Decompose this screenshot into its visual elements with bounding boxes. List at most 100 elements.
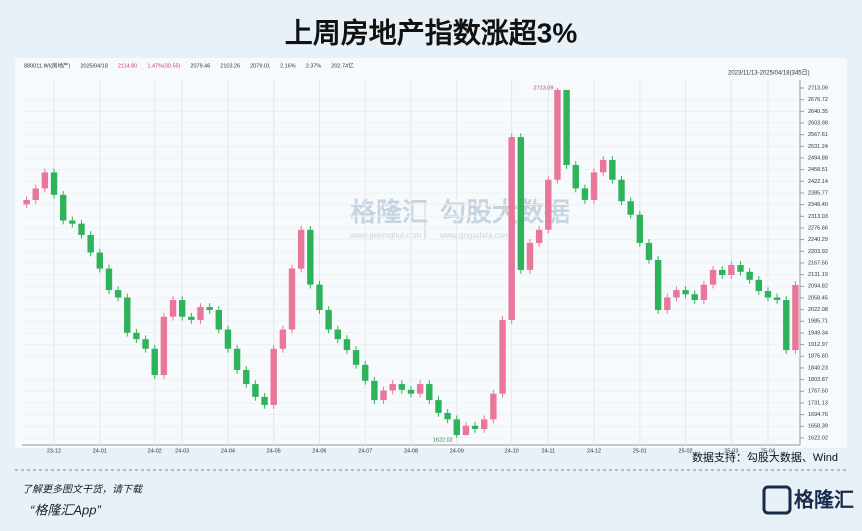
candle-body: [499, 319, 506, 394]
x-tick-label: 24-02: [148, 448, 162, 454]
info-item: 2.37%: [306, 63, 322, 69]
candle-body: [50, 172, 58, 195]
candle-body: [426, 384, 433, 401]
candle-body: [23, 199, 30, 205]
y-tick-label: 2676.72: [808, 97, 828, 103]
candle-body: [215, 309, 222, 330]
candle-body: [398, 384, 406, 390]
candle-body: [746, 271, 753, 280]
candle-body: [114, 290, 122, 298]
x-tick-label: 24-12: [587, 448, 601, 454]
candle-body: [288, 268, 296, 330]
candle-body: [645, 242, 653, 260]
candle-body: [490, 393, 497, 420]
candle-body: [224, 329, 232, 349]
x-tick-label: 25-04: [761, 448, 775, 454]
x-tick-label: 24-03: [175, 448, 189, 454]
candle-body: [41, 172, 49, 189]
x-tick-label: 24-07: [358, 448, 372, 454]
y-tick-label: 1622.02: [808, 435, 828, 441]
y-tick-label: 1658.39: [808, 424, 828, 430]
candle-body: [160, 316, 168, 376]
y-tick-label: 2713.09: [808, 85, 828, 91]
candle-body: [133, 332, 140, 340]
logo-icon: [762, 485, 792, 515]
candle-body: [664, 297, 671, 310]
candle-body: [526, 242, 534, 270]
y-tick-label: 2494.88: [808, 155, 828, 161]
candle-body: [105, 268, 113, 291]
candle-body: [416, 384, 424, 394]
info-item: 2025/04/18: [80, 63, 108, 69]
candle-body: [78, 223, 85, 235]
candle-body: [545, 179, 552, 230]
candle-body: [673, 290, 680, 298]
candle-body: [554, 89, 561, 180]
range-label: 2023/11/13-2025/04/18(345日): [728, 70, 810, 77]
info-item: 2103.26: [220, 63, 240, 69]
candle-body: [691, 294, 698, 301]
y-tick-label: 2167.56: [808, 260, 828, 266]
candle-body: [343, 339, 351, 351]
y-tick-label: 1694.76: [808, 412, 828, 418]
candle-body: [718, 269, 726, 276]
candle-body: [581, 188, 589, 200]
candle-body: [764, 291, 772, 298]
y-tick-label: 2385.77: [808, 190, 828, 196]
candle-body: [124, 297, 131, 333]
y-tick-label: 2022.08: [808, 307, 828, 313]
y-tick-label: 1767.50: [808, 389, 828, 395]
candle-body: [654, 259, 662, 310]
candle-body: [69, 220, 76, 224]
y-tick-label: 1803.87: [808, 377, 828, 383]
y-tick-label: 2276.66: [808, 225, 828, 231]
candle-body: [325, 309, 332, 330]
candle-body: [380, 390, 387, 401]
x-tick-label: 24-04: [221, 448, 235, 454]
candle-body: [600, 159, 607, 173]
y-tick-label: 2567.61: [808, 132, 828, 138]
x-tick-label: 24-10: [505, 448, 519, 454]
y-tick-label: 1731.13: [808, 400, 828, 406]
x-tick-label: 25-03: [724, 448, 738, 454]
y-tick-label: 1949.34: [808, 330, 828, 336]
candle-body: [783, 300, 790, 351]
candle-body: [197, 307, 204, 320]
info-item: 2.16%: [280, 63, 296, 69]
x-tick-label: 24-01: [93, 448, 107, 454]
candle-body: [362, 364, 369, 381]
candle-body: [178, 300, 186, 317]
candle-body: [270, 348, 277, 405]
candle-body: [609, 159, 616, 180]
info-item: 880011.WI(房地产): [24, 61, 71, 69]
low-label: 1622.02: [433, 437, 453, 443]
candle-body: [407, 389, 415, 394]
candle-body: [728, 265, 735, 276]
footer-text: “格隆汇App”: [30, 502, 101, 517]
candle-body: [316, 284, 323, 310]
info-item: 202.74亿: [331, 61, 354, 69]
candle-body: [535, 229, 543, 243]
candle-body: [700, 284, 708, 301]
candle-body: [87, 234, 94, 253]
candle-body: [96, 252, 104, 269]
x-tick-label: 25-02: [679, 448, 693, 454]
candle-body: [389, 384, 396, 391]
x-tick-label: 24-09: [450, 448, 464, 454]
candle-body: [590, 172, 598, 200]
footer-text: 了解更多图文干货，请下载: [22, 484, 144, 496]
y-tick-label: 2603.98: [808, 120, 828, 126]
y-tick-label: 2349.40: [808, 202, 828, 208]
candle-body: [279, 329, 287, 349]
y-tick-label: 2422.14: [808, 179, 828, 185]
candle-body: [261, 396, 268, 405]
candle-body: [709, 269, 717, 285]
candle-body: [517, 137, 525, 270]
x-tick-label: 23-12: [47, 448, 61, 454]
watermark-text: www.gogudata.com: [439, 231, 510, 240]
high-label: 2713.09: [534, 85, 554, 91]
candle-body: [243, 369, 250, 385]
watermark-text: www.gelonghui.com: [349, 231, 421, 240]
y-tick-label: 2058.45: [808, 295, 828, 301]
y-tick-label: 2131.19: [808, 272, 828, 278]
